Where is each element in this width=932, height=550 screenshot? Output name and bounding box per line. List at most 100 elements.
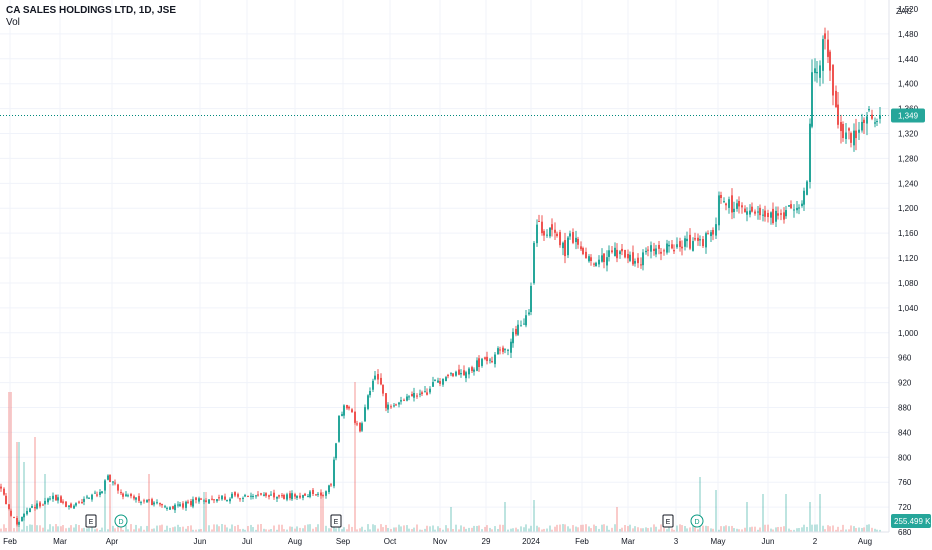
candle-body: [632, 252, 634, 265]
volume-bar: [803, 524, 805, 532]
price-tick-label: 760: [898, 478, 912, 487]
candle-body: [16, 517, 18, 525]
volume-bar: [242, 528, 244, 532]
volume-bar: [468, 527, 470, 532]
volume-bar: [156, 525, 158, 532]
time-tick-label: Jun: [762, 537, 775, 546]
volume-bar: [577, 527, 579, 532]
volume-bar: [827, 525, 829, 532]
candle-body: [530, 285, 532, 312]
candle-body: [333, 459, 335, 487]
time-axis[interactable]: Feb Mar Apr Jun Jul Aug Sep Oct Nov 29 2024 Feb Mar 3…: [3, 537, 872, 546]
volume-bar: [237, 524, 239, 532]
volume-bar: [57, 526, 59, 532]
candle-body: [252, 495, 254, 497]
volume-bar: [338, 524, 340, 532]
volume-bar: [239, 529, 241, 532]
volume-bar: [374, 525, 376, 532]
candle-body: [403, 399, 405, 401]
volume-bar: [29, 524, 31, 532]
candle-body: [603, 253, 605, 263]
last-price-badge-label: 1,349: [898, 111, 919, 120]
candle-body: [322, 494, 324, 496]
candle-body: [83, 498, 85, 502]
volume-bar: [380, 524, 382, 532]
candle-body: [767, 212, 769, 218]
volume-bar: [673, 529, 675, 532]
volume-bar: [715, 490, 717, 532]
volume-bar: [88, 528, 90, 532]
volume-legend-label[interactable]: Vol: [6, 17, 20, 28]
dividend-marker[interactable]: [690, 514, 704, 528]
volume-bar: [588, 526, 590, 532]
earnings-marker[interactable]: [85, 514, 97, 528]
volume-bar: [400, 526, 402, 532]
symbol-title[interactable]: CA SALES HOLDINGS LTD, 1D, JSE: [6, 5, 177, 16]
candle-body: [411, 394, 413, 397]
candle-body: [702, 239, 704, 247]
candle-body: [598, 259, 600, 265]
candle-body: [478, 358, 480, 368]
time-tick-label: May: [710, 537, 725, 546]
volume-bar: [616, 507, 618, 532]
time-tick-label: Feb: [575, 537, 589, 546]
candle-body: [627, 253, 629, 259]
dividend-marker[interactable]: [114, 514, 128, 528]
candle-body: [283, 495, 285, 499]
candle-body: [140, 502, 142, 504]
candle-body: [788, 205, 790, 207]
candle-body: [265, 493, 267, 496]
volume-bar: [863, 527, 865, 532]
currency-label: ZAC: [896, 7, 912, 16]
candle-body: [153, 502, 155, 505]
volume-bar: [796, 528, 798, 532]
candle-body: [517, 324, 519, 335]
candle-body: [185, 501, 187, 508]
volume-bars: [0, 382, 881, 532]
earnings-marker[interactable]: [330, 514, 342, 528]
candle-body: [853, 130, 855, 146]
candle-body: [161, 504, 163, 506]
volume-bar: [814, 524, 816, 532]
volume-bar: [83, 527, 85, 532]
candle-body: [554, 229, 556, 233]
candle-body: [70, 503, 72, 508]
volume-bar: [224, 524, 226, 532]
volume-bar: [125, 525, 127, 532]
candle-body: [850, 133, 852, 143]
candle-body: [393, 405, 395, 407]
volume-bar: [593, 524, 595, 532]
volume-bar: [528, 528, 530, 532]
volume-bar: [78, 525, 80, 532]
candle-body: [182, 503, 184, 508]
volume-bar: [811, 524, 813, 532]
volume-bar: [569, 528, 571, 532]
candle-body: [676, 244, 678, 248]
price-tick-label: 680: [898, 528, 912, 537]
volume-bar: [829, 526, 831, 532]
candle-body: [744, 208, 746, 213]
volume-bar: [315, 527, 317, 532]
time-tick-label: Mar: [621, 537, 635, 546]
price-axis[interactable]: 1,4801,4401,4001,3601,3201,2801,2401,200…: [898, 5, 919, 537]
candle-body: [710, 232, 712, 237]
volume-bar: [361, 526, 363, 532]
volume-bar: [676, 525, 678, 532]
candle-body: [18, 522, 20, 525]
volume-bar: [632, 528, 634, 532]
candle-body: [780, 213, 782, 215]
earnings-marker[interactable]: [662, 514, 674, 528]
price-tick-label: 1,160: [898, 229, 919, 238]
volume-bar: [382, 527, 384, 532]
candle-body: [653, 248, 655, 251]
candle-body: [455, 371, 457, 376]
candle-body: [96, 494, 98, 496]
candle-body: [559, 232, 561, 246]
volume-bar: [333, 526, 335, 532]
volume-bar: [442, 529, 444, 532]
candle-body: [832, 65, 834, 96]
volume-bar: [343, 527, 345, 532]
candle-body: [367, 395, 369, 409]
volume-bar: [858, 527, 860, 532]
